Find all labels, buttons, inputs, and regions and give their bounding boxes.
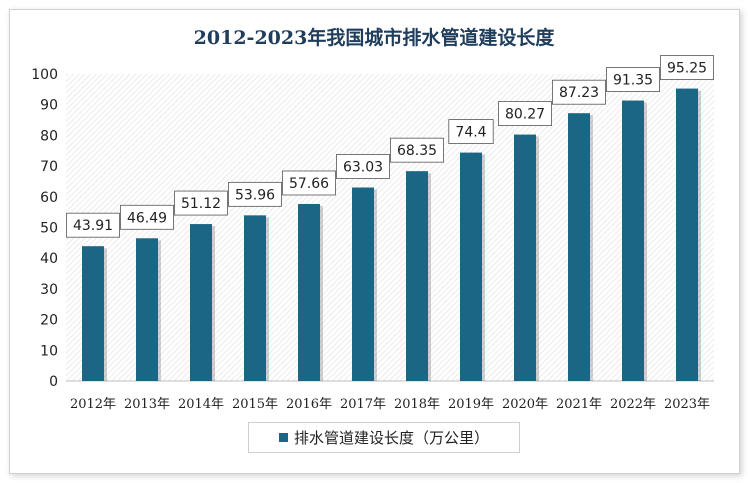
data-label-box (120, 204, 174, 230)
data-label-box (282, 170, 336, 196)
x-tick-label: 2017年 (340, 397, 386, 412)
data-label: 87.23 (559, 85, 599, 101)
bar (406, 171, 428, 381)
bar (676, 88, 698, 382)
data-label-box (390, 137, 444, 163)
y-tick-label: 20 (40, 313, 58, 329)
legend-swatch (278, 433, 288, 442)
data-label-box (174, 190, 228, 216)
bar (136, 238, 158, 381)
data-label: 91.35 (613, 73, 653, 89)
data-label-box (606, 67, 660, 92)
data-label: 74.4 (455, 125, 486, 141)
x-tick-label: 2016年 (286, 397, 332, 412)
y-tick-label: 30 (40, 282, 58, 298)
x-tick-label: 2022年 (610, 397, 656, 412)
y-tick-label: 90 (40, 98, 58, 114)
bar (82, 246, 104, 381)
bar (568, 113, 590, 381)
x-tick-label: 2023年 (664, 397, 710, 412)
x-tick-label: 2021年 (556, 397, 602, 412)
bar (244, 215, 266, 381)
x-tick-label: 2012年 (70, 397, 116, 412)
x-tick-label: 2020年 (502, 397, 548, 412)
legend-label: 排水管道建设长度（万公里） (293, 429, 489, 447)
y-tick-label: 80 (40, 128, 58, 144)
bar (298, 203, 320, 381)
data-label-box (552, 79, 606, 105)
data-label: 46.49 (127, 210, 167, 226)
data-label-box (660, 55, 714, 80)
x-tick-label: 2019年 (448, 397, 494, 412)
data-label-box (66, 212, 120, 238)
data-label-box (498, 101, 552, 126)
y-tick-label: 100 (31, 67, 58, 83)
bar (190, 224, 212, 381)
bar (514, 134, 536, 381)
plot-area (66, 74, 714, 381)
y-tick-label: 70 (40, 159, 58, 175)
bar (460, 152, 482, 381)
y-tick-label: 0 (49, 374, 58, 390)
y-tick-label: 40 (40, 251, 58, 267)
data-label: 63.03 (343, 159, 383, 175)
data-label-box (228, 181, 282, 207)
x-tick-label: 2015年 (232, 397, 278, 412)
x-tick-label: 2013年 (124, 397, 170, 412)
y-tick-label: 10 (40, 343, 58, 359)
data-label: 68.35 (397, 143, 437, 159)
data-label: 53.96 (235, 187, 275, 203)
bar (622, 100, 644, 382)
data-label: 80.27 (505, 107, 545, 123)
legend: 排水管道建设长度（万公里） (248, 422, 520, 453)
x-tick-label: 2018年 (394, 397, 440, 412)
data-label: 57.66 (289, 176, 329, 192)
data-label: 95.25 (667, 61, 707, 77)
bar (352, 187, 374, 381)
chart-title: 2012-2023年我国城市排水管道建设长度 (193, 27, 555, 49)
data-label: 51.12 (181, 196, 221, 212)
data-label-box (336, 154, 390, 179)
data-label: 43.91 (73, 218, 113, 234)
y-tick-label: 60 (40, 190, 58, 206)
x-tick-label: 2014年 (178, 397, 224, 412)
data-label-box (448, 119, 494, 144)
y-tick-label: 50 (40, 221, 58, 237)
